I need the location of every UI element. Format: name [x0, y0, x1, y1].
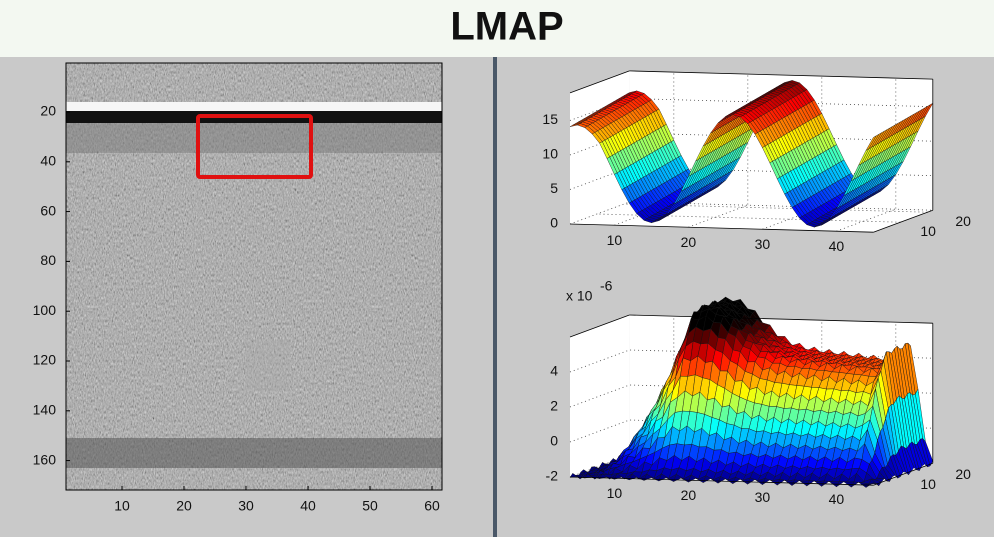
x-tick-label: 10: [607, 232, 623, 248]
scale-label: x 10: [566, 288, 593, 304]
z-tick-label: 4: [550, 363, 558, 379]
mesh-face: [865, 135, 877, 151]
shadow-band: [66, 123, 442, 153]
y-tick-label: 20: [40, 103, 56, 119]
x-tick-label: 30: [755, 236, 771, 252]
z-tick-label: -2: [546, 468, 559, 484]
x-tick-label: 20: [681, 487, 697, 503]
x-tick-label: 10: [114, 498, 130, 514]
surface-top: 0 5 10 15 10 20 30 40 10 20: [542, 70, 971, 254]
y-tick-label: 20: [955, 213, 971, 229]
axis-line: [569, 314, 630, 338]
x-tick-label: 40: [829, 238, 845, 254]
axis-line: [629, 314, 933, 324]
z-tick-label: 2: [550, 398, 558, 414]
z-tick-label: 0: [550, 215, 558, 231]
axis-line: [629, 70, 933, 80]
z-tick-label: 10: [542, 146, 558, 162]
bottom-band: [66, 438, 442, 468]
x-tick-label: 40: [829, 491, 845, 507]
axis-line: [569, 70, 630, 94]
image: [66, 63, 442, 490]
y-tick-label: 40: [40, 153, 56, 169]
x-tick-label: 30: [238, 498, 254, 514]
divider: [493, 57, 497, 537]
y-tick-label: 10: [920, 476, 936, 492]
x-tick-label: 50: [362, 498, 378, 514]
wall: [570, 315, 630, 477]
axis-line: [569, 476, 874, 486]
y-tick-label: 10: [920, 223, 936, 239]
x-tick-label: 20: [681, 234, 697, 250]
z-tick-label: 0: [550, 433, 558, 449]
surface-bottom: -2 0 2 4 10 20 30 40 10 20: [546, 296, 971, 507]
y-tick-label: 20: [955, 466, 971, 482]
x-tick-label: 60: [424, 498, 440, 514]
x-tick-label: 20: [176, 498, 192, 514]
scale-exponent: -6: [600, 278, 613, 294]
y-tick-label: 140: [33, 402, 57, 418]
x-tick-label: 40: [300, 498, 316, 514]
z-tick-label: 15: [542, 111, 558, 127]
y-tick-label: 120: [33, 352, 57, 368]
target: [245, 340, 289, 390]
title-bar: [0, 0, 994, 57]
bright-band: [66, 102, 442, 111]
title: LMAP: [450, 5, 563, 49]
z-tick-label: 5: [550, 180, 558, 196]
y-tick-label: 80: [40, 252, 56, 268]
x-tick-label: 30: [755, 489, 771, 505]
y-tick-label: 100: [33, 302, 57, 318]
image-frame: [65, 62, 443, 491]
highlight-box: [196, 114, 313, 179]
y-tick-label: 160: [33, 451, 57, 467]
y-tick-label: 60: [40, 202, 56, 218]
axis-line: [873, 209, 933, 233]
axis-line: [873, 462, 933, 486]
x-tick-label: 10: [607, 485, 623, 501]
axis-line: [569, 223, 874, 233]
grid-line: [614, 316, 675, 479]
